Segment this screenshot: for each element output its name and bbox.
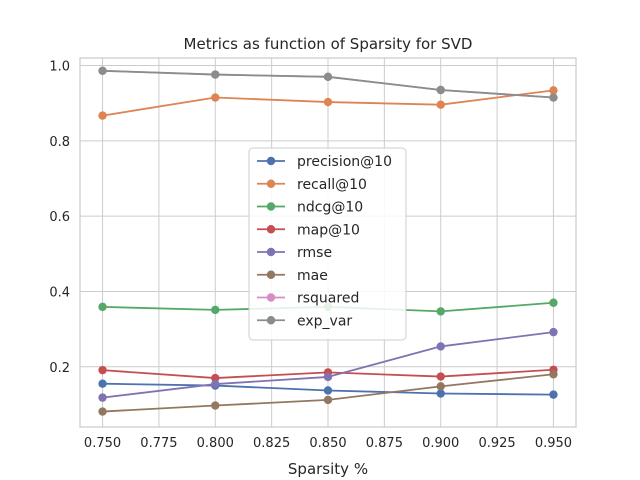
series-exp_var	[98, 66, 558, 102]
legend-item: rsquared	[257, 291, 359, 307]
y-tick-labels: 0.2 0.4 0.6 0.8 1.0	[49, 60, 70, 376]
data-point	[549, 86, 558, 95]
data-point	[98, 111, 107, 120]
x-tick-label: 0.750	[84, 436, 121, 451]
legend-label: precision@10	[297, 154, 392, 170]
x-tick-labels: 0.750 0.775 0.800 0.825 0.850 0.875 0.900 0.925…	[84, 436, 572, 451]
plot-frame	[79, 57, 577, 428]
y-tick-label: 0.4	[49, 285, 70, 300]
data-point	[436, 382, 445, 391]
y-tick-label: 0.2	[49, 361, 70, 376]
series-rmse	[98, 327, 558, 402]
legend-label: recall@10	[297, 177, 367, 193]
data-point	[436, 307, 445, 316]
legend-swatch-marker	[266, 202, 276, 211]
data-point	[549, 93, 558, 102]
data-point	[549, 327, 558, 337]
data-point	[211, 305, 220, 315]
data-point	[436, 100, 445, 109]
data-point	[323, 97, 333, 107]
legend-swatch-marker	[266, 247, 276, 257]
legend-item: rmse	[257, 245, 332, 261]
legend-item: mae	[257, 268, 328, 284]
y-tick-label: 1.0	[49, 60, 70, 75]
data-point	[211, 401, 220, 410]
data-point	[323, 395, 333, 405]
data-point	[211, 70, 220, 79]
legend-swatch-marker	[266, 156, 276, 166]
legend-label: ndcg@10	[297, 200, 363, 216]
data-point	[436, 389, 445, 398]
series-mae	[98, 370, 558, 416]
x-tick-label: 0.950	[535, 436, 572, 451]
legend-label: map@10	[297, 222, 360, 238]
data-point	[436, 342, 445, 351]
y-tick-label: 0.6	[49, 210, 70, 225]
legend-label: mae	[297, 268, 328, 284]
x-tick-label: 0.850	[309, 436, 346, 451]
data-point	[436, 372, 445, 381]
data-point	[323, 372, 333, 382]
data-point	[323, 386, 333, 395]
legend-item: precision@10	[257, 154, 392, 170]
legend-item: map@10	[257, 222, 360, 238]
series-layer	[98, 66, 558, 416]
legend-swatch-marker	[266, 225, 276, 234]
data-point	[211, 373, 220, 383]
x-tick-label: 0.900	[422, 436, 459, 451]
data-point	[98, 66, 107, 76]
legend-swatch-marker	[266, 270, 276, 279]
series-recall@10	[98, 86, 558, 120]
legend-item: recall@10	[257, 177, 367, 193]
x-tick-label: 0.825	[253, 436, 290, 451]
legend-item: exp_var	[257, 313, 352, 329]
x-tick-label: 0.925	[478, 436, 515, 451]
legend-label: rsquared	[297, 291, 359, 307]
data-point	[211, 93, 220, 102]
data-point	[549, 390, 558, 399]
data-point	[436, 85, 445, 95]
legend-label: exp_var	[297, 313, 352, 329]
legend-swatch-marker	[266, 179, 276, 188]
legend-box	[248, 147, 407, 341]
legend-label: rmse	[297, 245, 332, 261]
data-point	[98, 365, 107, 375]
data-point	[549, 298, 558, 307]
legend-swatch-marker	[266, 316, 276, 325]
legend: precision@10 recall@10 ndcg@10 map@10 rmse ma…	[248, 147, 407, 341]
data-point	[98, 407, 107, 416]
data-point	[211, 379, 220, 389]
x-axis-title: Sparsity %	[288, 460, 368, 478]
data-point	[549, 370, 558, 379]
data-point	[98, 302, 107, 312]
x-tick-label: 0.775	[140, 436, 177, 451]
x-tick-label: 0.800	[197, 436, 234, 451]
data-point	[98, 393, 107, 402]
chart-title: Metrics as function of Sparsity for SVD	[184, 35, 473, 53]
legend-item: ndcg@10	[257, 200, 363, 216]
data-point	[98, 379, 107, 388]
y-tick-label: 0.8	[49, 135, 70, 150]
legend-swatch-marker	[266, 293, 276, 302]
x-tick-label: 0.875	[366, 436, 403, 451]
data-point	[323, 72, 333, 82]
